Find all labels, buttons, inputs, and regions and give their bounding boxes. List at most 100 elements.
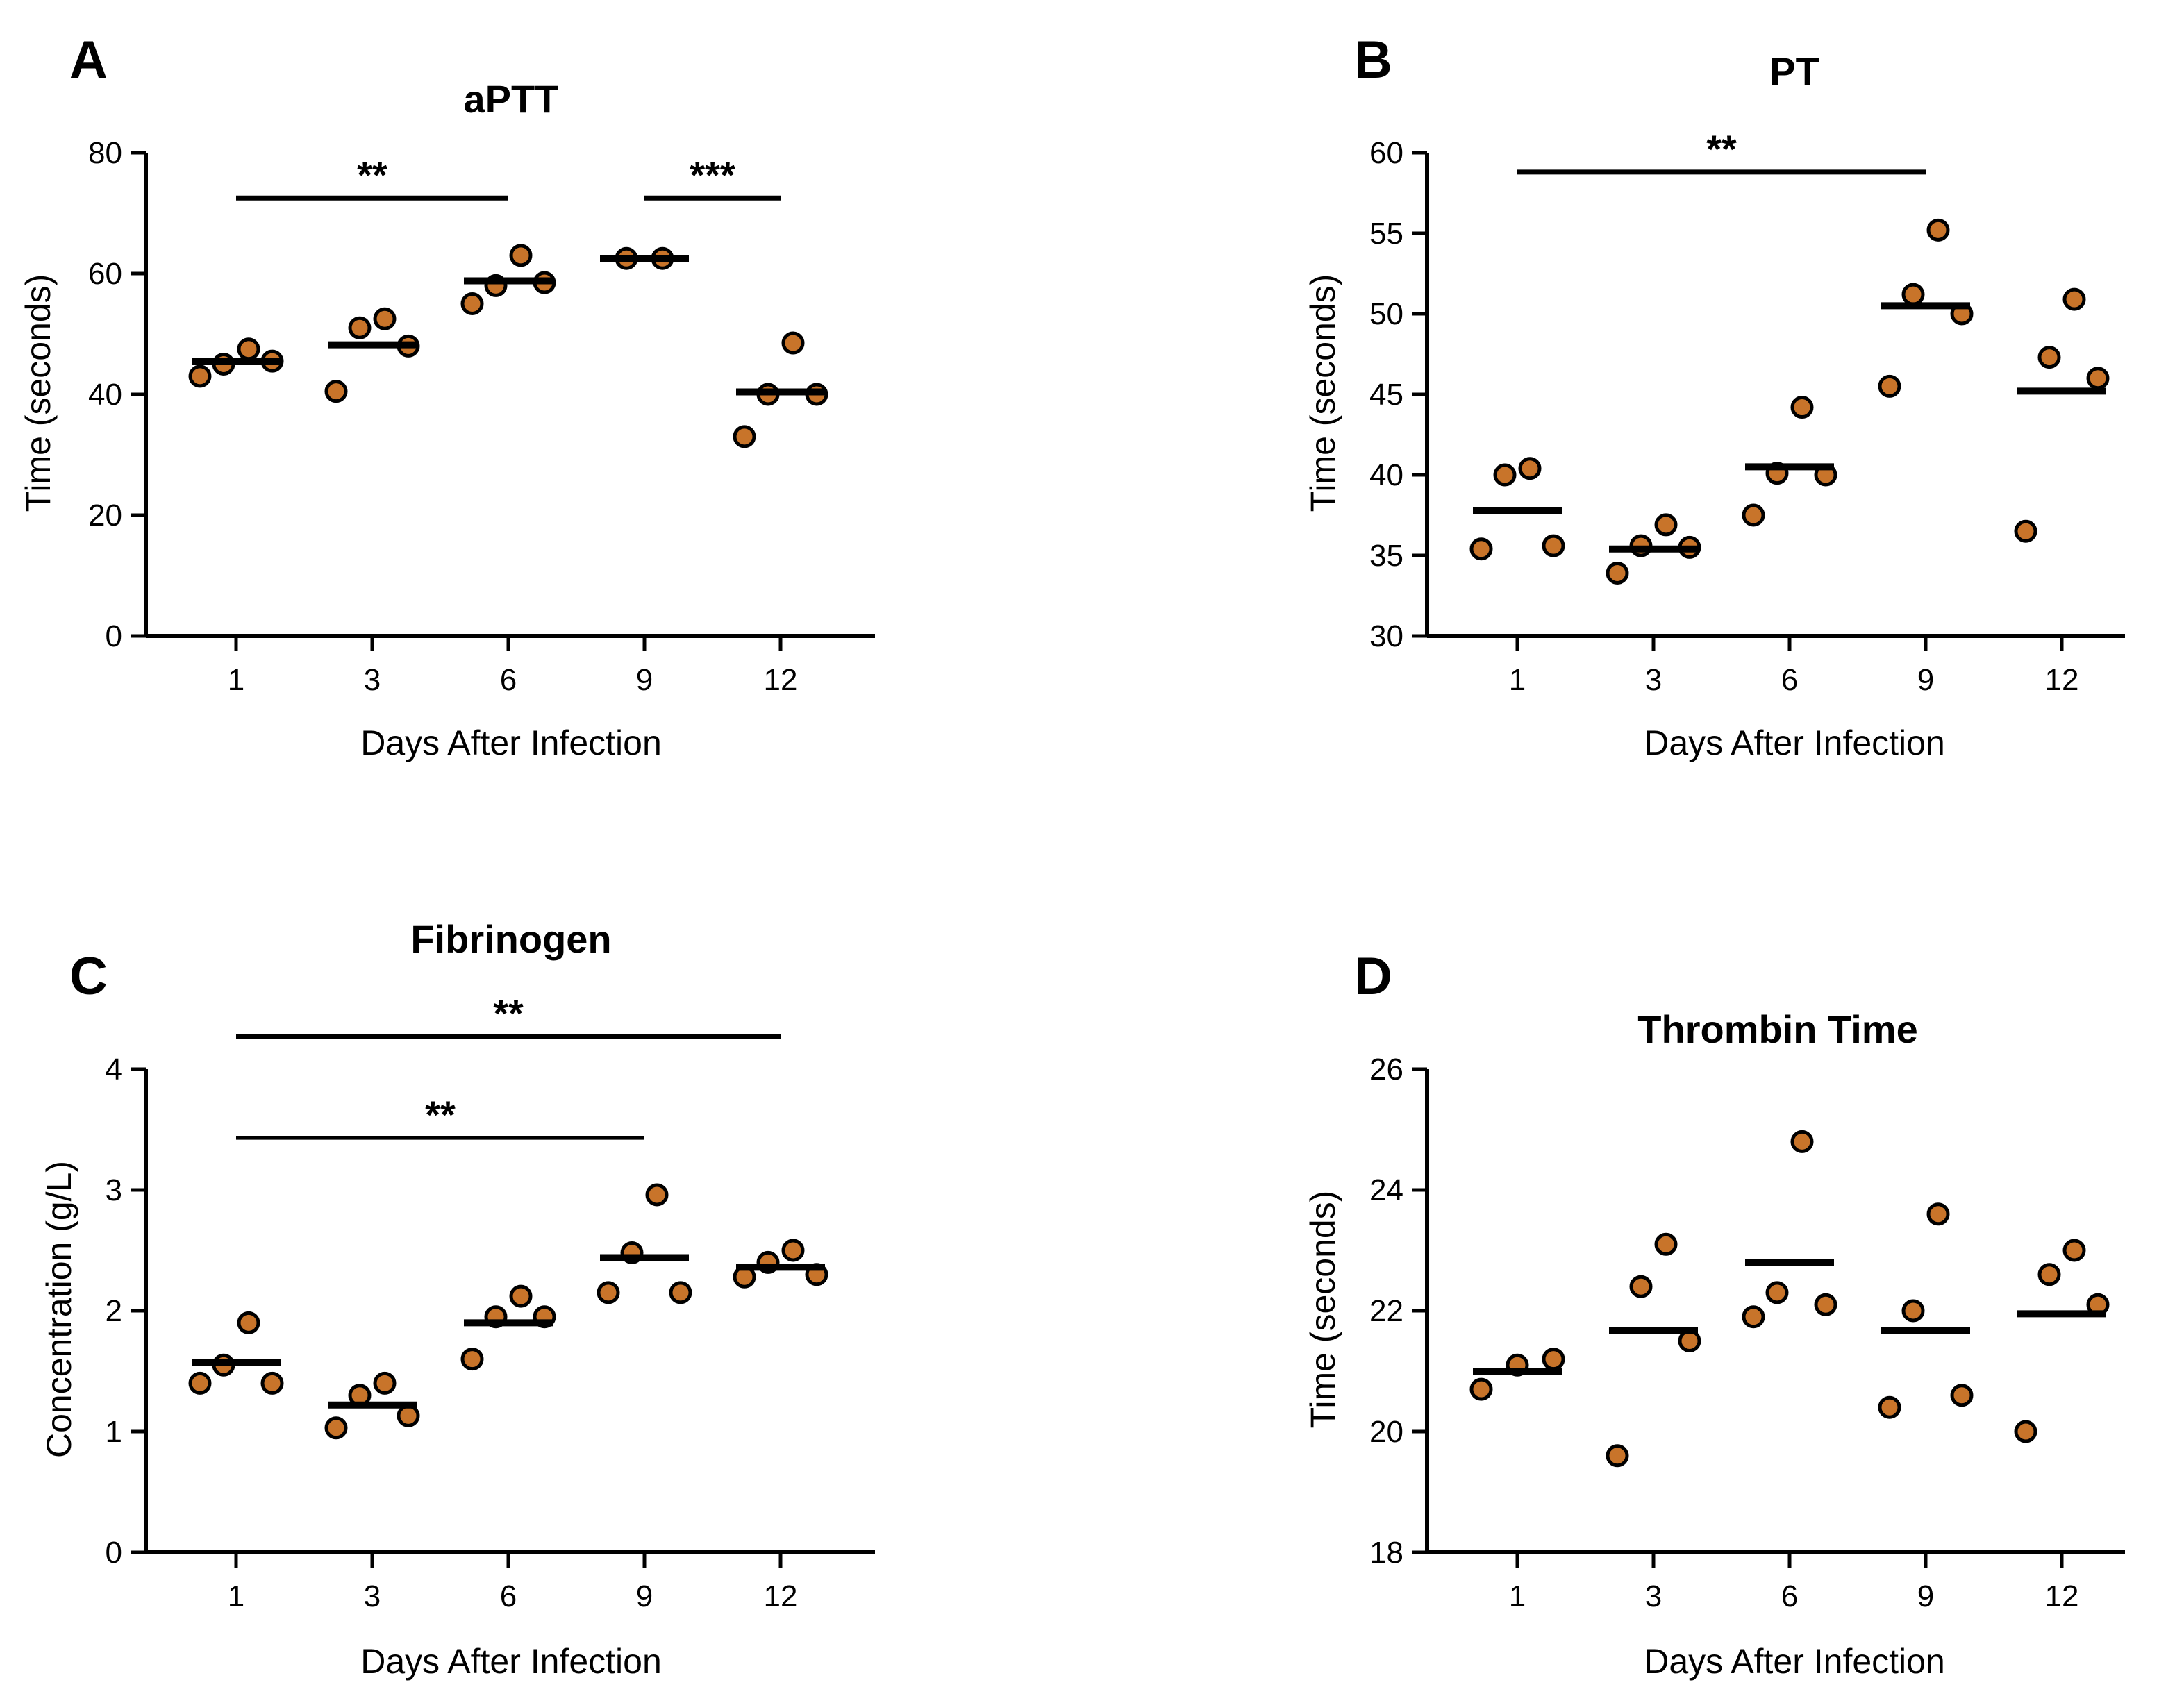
x-tick-label: 1 <box>1509 663 1526 697</box>
panel-d: D Thrombin Time Time (seconds) Days Afte… <box>1303 947 2125 1681</box>
y-tick-label: 26 <box>1369 1052 1403 1087</box>
x-tick-label: 9 <box>1917 663 1934 697</box>
data-point <box>669 1281 692 1304</box>
significance-label: ** <box>357 153 387 196</box>
data-point <box>509 1284 533 1308</box>
x-tick-label: 1 <box>228 1579 244 1613</box>
data-point <box>397 1404 420 1427</box>
data-point <box>2086 367 2110 390</box>
y-tick-label: 22 <box>1369 1294 1403 1328</box>
y-tick-label: 3 <box>106 1173 122 1207</box>
x-axis-label-c: Days After Infection <box>360 1642 662 1681</box>
data-point <box>1950 1384 1974 1407</box>
panel-c: C Fibrinogen Concentration (g/L) Days Af… <box>40 917 875 1681</box>
data-point <box>188 364 212 388</box>
data-point <box>1926 1202 1950 1226</box>
data-point <box>1493 463 1517 487</box>
data-point <box>1542 534 1565 557</box>
data-point <box>2037 346 2061 369</box>
data-point <box>1926 218 1950 242</box>
x-tick-label: 12 <box>2045 1579 2079 1613</box>
x-axis-label-b: Days After Infection <box>1644 723 1945 762</box>
x-tick-label: 12 <box>2045 663 2079 697</box>
x-tick-label: 12 <box>764 663 798 697</box>
significance-label: ** <box>493 991 524 1035</box>
y-axis-label-a: Time (seconds) <box>19 274 58 512</box>
y-tick-label: 20 <box>88 498 122 532</box>
data-point <box>733 425 756 448</box>
data-point <box>2014 519 2037 543</box>
x-axis-label-d: Days After Infection <box>1644 1642 1945 1681</box>
data-point <box>373 1371 397 1395</box>
significance-label: ** <box>1706 127 1737 171</box>
x-tick-label: 1 <box>228 663 244 697</box>
data-point <box>1901 283 1925 306</box>
data-point <box>2062 1239 2086 1262</box>
y-tick-label: 24 <box>1369 1173 1403 1207</box>
y-tick-label: 60 <box>1369 136 1403 170</box>
y-tick-label: 2 <box>106 1294 122 1328</box>
y-tick-label: 80 <box>88 136 122 170</box>
y-tick-label: 0 <box>106 1536 122 1570</box>
panel-letter-b: B <box>1354 31 1392 90</box>
chart-title-c: Fibrinogen <box>410 917 611 961</box>
x-tick-label: 3 <box>1645 1579 1662 1613</box>
x-tick-label: 3 <box>1645 663 1662 697</box>
data-point <box>1878 1395 1901 1419</box>
y-tick-label: 4 <box>106 1052 122 1087</box>
chart-title-d: Thrombin Time <box>1637 1007 1917 1051</box>
plot-area-b: 30 35 40 45 50 55 60 1 3 6 9 12 ** <box>1369 127 2125 697</box>
data-point <box>237 1311 260 1334</box>
x-tick-label: 6 <box>1781 1579 1798 1613</box>
data-point <box>1790 1130 1814 1153</box>
y-tick-label: 40 <box>1369 458 1403 492</box>
data-point <box>324 380 348 403</box>
plot-area-d: 18 20 22 24 26 1 3 6 9 12 <box>1369 1052 2125 1613</box>
chart-title-b: PT <box>1769 49 1819 93</box>
data-point <box>237 337 260 361</box>
y-axis-label-d: Time (seconds) <box>1303 1191 1342 1429</box>
x-tick-label: 9 <box>636 1579 653 1613</box>
data-point <box>1469 1377 1493 1401</box>
data-point <box>460 292 484 315</box>
significance-label: ** <box>425 1093 456 1136</box>
data-point <box>460 1348 484 1371</box>
y-tick-label: 55 <box>1369 217 1403 251</box>
data-point <box>781 1239 805 1262</box>
x-tick-label: 9 <box>636 663 653 697</box>
chart-title-a: aPTT <box>464 77 559 121</box>
data-point <box>188 1371 212 1395</box>
data-point <box>2037 1263 2061 1286</box>
data-point <box>645 1183 669 1207</box>
y-axis-label-b: Time (seconds) <box>1303 274 1342 512</box>
panel-letter-d: D <box>1354 947 1392 1006</box>
x-tick-label: 6 <box>500 663 517 697</box>
y-tick-label: 20 <box>1369 1415 1403 1449</box>
data-point <box>324 1416 348 1440</box>
y-tick-label: 30 <box>1369 619 1403 653</box>
panel-letter-c: C <box>69 947 108 1006</box>
x-tick-label: 3 <box>364 663 381 697</box>
x-tick-label: 12 <box>764 1579 798 1613</box>
data-point <box>1654 513 1678 537</box>
data-point <box>1606 562 1629 585</box>
data-point <box>1606 1444 1629 1468</box>
y-tick-label: 18 <box>1369 1536 1403 1570</box>
data-point <box>260 1371 284 1395</box>
x-axis-label-a: Days After Infection <box>360 723 662 762</box>
data-point <box>509 244 533 267</box>
data-point <box>597 1281 620 1304</box>
data-point <box>1878 374 1901 398</box>
data-point <box>1654 1232 1678 1256</box>
y-tick-label: 0 <box>106 619 122 653</box>
y-tick-label: 50 <box>1369 297 1403 331</box>
data-point <box>1469 537 1493 561</box>
y-tick-label: 1 <box>106 1415 122 1449</box>
x-tick-label: 6 <box>500 1579 517 1613</box>
y-tick-label: 60 <box>88 257 122 291</box>
y-axis-label-c: Concentration (g/L) <box>40 1161 78 1458</box>
data-point <box>1629 1275 1653 1298</box>
